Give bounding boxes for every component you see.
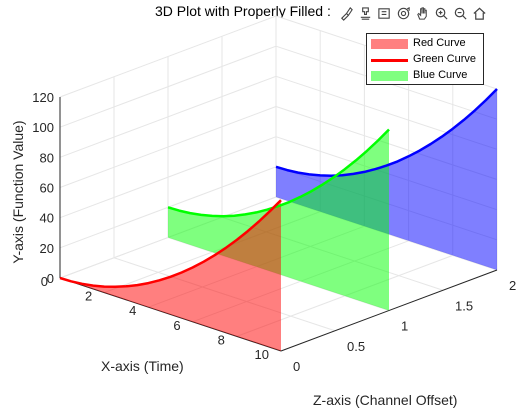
y-tick-label: 0 [47,271,54,286]
legend-label: Red Curve [413,37,466,49]
series-line-red-curve [59,199,282,289]
brush-data-button[interactable] [338,3,355,23]
x-tick-label: 2 [85,289,92,304]
legend-entry-red: Red Curve [367,36,483,52]
x-tick-label: 6 [173,318,180,333]
pan-hand-button[interactable] [414,3,431,23]
brush-data-icon [341,6,353,21]
y-tick-label: 20 [40,241,54,256]
x-tick-label: 8 [218,332,225,347]
data-tips-icon [360,6,371,20]
z-tick-label: 1 [401,319,408,334]
legend-label: Blue Curve [413,69,468,81]
zoom-out-icon [454,7,467,20]
x-tick-label: 4 [129,303,136,318]
rotate-3d-button[interactable] [395,3,412,23]
z-tick-label: 0 [293,359,300,374]
z-axis-label: Z-axis (Channel Offset) [313,392,458,408]
y-tick-label: 40 [40,211,54,226]
legend-label: Green Curve [413,53,476,65]
z-tick-label: 0.5 [347,339,365,354]
legend-entry-blue: Blue Curve [367,68,483,84]
legend-swatch [371,39,408,49]
pan-hand-icon [417,6,427,20]
axes-toolbar [338,2,488,24]
zoom-in-icon [435,7,448,20]
fill-area-red-curve [60,200,281,351]
y-axis-label: Y-axis (Function Value) [10,120,26,264]
data-tips-button[interactable] [357,3,374,23]
chart-title: 3D Plot with Properly Filled : [155,3,331,19]
legend-line [371,59,408,62]
series-line-green-curve [167,128,390,218]
x-tick-label: 0 [41,274,48,289]
home-restore-icon [473,7,486,20]
home-restore-button[interactable] [471,3,488,23]
x-axis-label: X-axis (Time) [101,358,184,374]
y-tick-label: 120 [32,90,54,105]
legend-swatch [371,71,408,81]
legend-entry-green: Green Curve [367,52,483,68]
y-tick-label: 80 [40,150,54,165]
curve-fills [60,89,497,351]
link-plot-icon [378,7,390,19]
z-tick-label: 1.5 [455,298,473,313]
y-tick-label: 100 [32,120,54,135]
legend[interactable]: Red Curve Green Curve Blue Curve [366,33,484,85]
x-tick-label: 10 [255,347,269,362]
z-tick-label: 2 [509,278,516,293]
y-tick-label: 60 [40,181,54,196]
zoom-out-button[interactable] [452,3,469,23]
series-line-blue-curve [275,88,498,177]
curve-lines [59,88,498,289]
link-plot-button[interactable] [376,3,393,23]
rotate-3d-icon [397,6,410,19]
zoom-in-button[interactable] [433,3,450,23]
